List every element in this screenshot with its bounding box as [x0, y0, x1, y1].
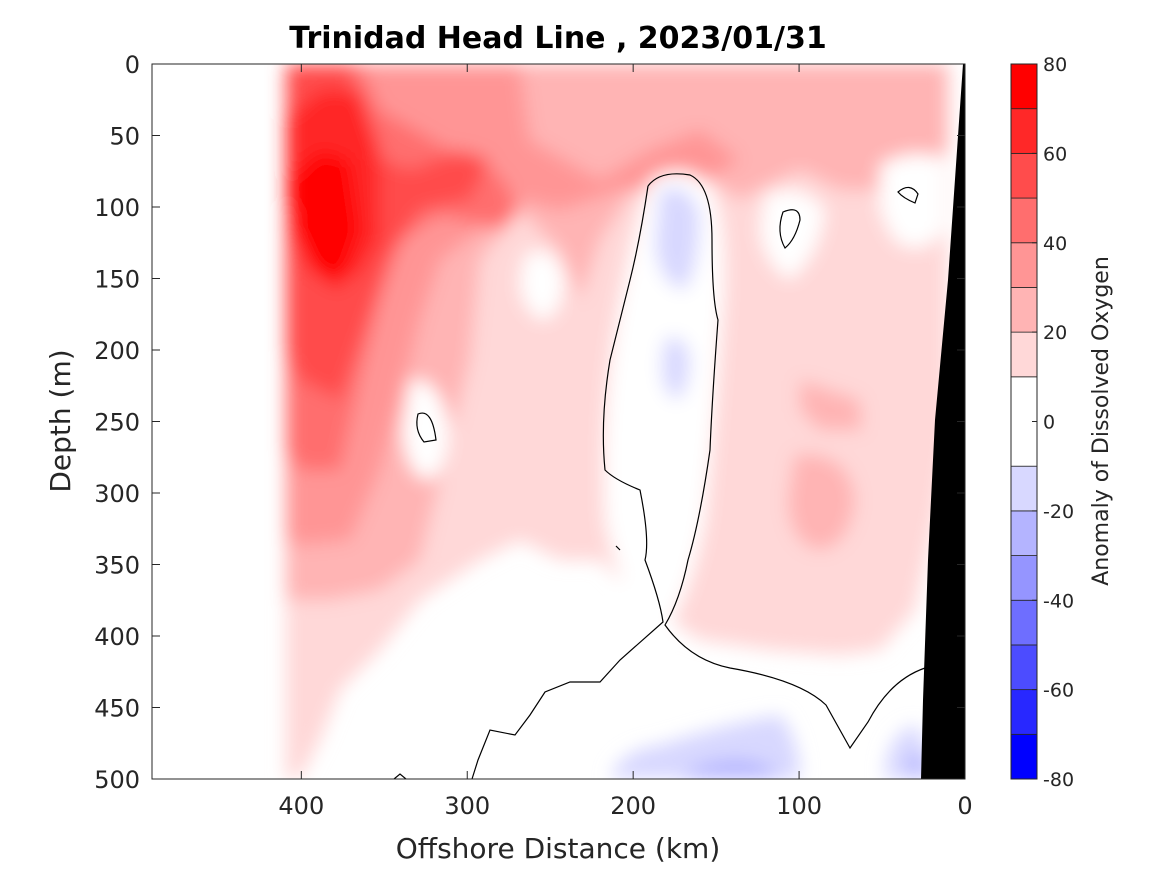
- x-axis: 400 300 200 100 0: [278, 64, 973, 820]
- contour-tongue: [647, 173, 926, 750]
- anomaly-field: [286, 64, 948, 779]
- chart-title: Trinidad Head Line , 2023/01/31: [289, 21, 826, 56]
- white-pocket-c: [760, 190, 825, 280]
- colorbar-tick-label: 60: [1043, 143, 1067, 165]
- colorbar-segment: [1010, 644, 1038, 691]
- colorbar-segment: [1010, 733, 1038, 780]
- colorbar-segment: [1010, 555, 1038, 601]
- y-tick-label: 450: [94, 695, 140, 723]
- y-tick-label: 400: [94, 623, 140, 651]
- x-tick-label: 400: [278, 792, 324, 820]
- colorbar-tick-label: -80: [1043, 769, 1074, 791]
- colorbar-segment: [1010, 108, 1038, 154]
- colorbar-tick-label: 0: [1043, 412, 1055, 434]
- zero-contour: [393, 173, 926, 779]
- colorbar-segment: [1010, 689, 1038, 735]
- colorbar: 80 60 40 20 0 -20 -40 -60 -80: [1010, 54, 1074, 791]
- colorbar-tick-label: -20: [1043, 501, 1074, 523]
- negative-blob-a: [655, 187, 700, 290]
- white-pocket-b: [520, 250, 565, 320]
- negative-blob-b: [661, 337, 690, 400]
- colorbar-tick-label: 20: [1043, 322, 1067, 344]
- y-tick-label: 150: [94, 266, 140, 294]
- colorbar-tick-label: 40: [1043, 233, 1067, 255]
- y-axis: 0 50 100 150 200 250 300 350 400 450 500: [94, 51, 965, 794]
- colorbar-segment: [1010, 63, 1038, 110]
- y-tick-label: 200: [94, 337, 140, 365]
- colorbar-segment: [1010, 152, 1038, 199]
- x-tick-label: 0: [957, 792, 972, 820]
- contour-tongue-left: [471, 185, 664, 779]
- colorbar-label: Anomaly of Dissolved Oxygen: [1089, 256, 1114, 586]
- contour-dot: [615, 545, 621, 551]
- colorbar-segment: [1010, 197, 1038, 244]
- y-tick-label: 50: [109, 123, 140, 151]
- x-tick-label: 300: [444, 792, 490, 820]
- x-tick-label: 100: [776, 792, 822, 820]
- colorbar-segment: [1010, 376, 1038, 467]
- plot-area: [151, 63, 966, 780]
- white-pocket-d: [879, 153, 945, 248]
- negative-blob-f: [905, 754, 925, 779]
- level-20-30-patch-b: [800, 380, 862, 430]
- colorbar-tick-label: -40: [1043, 590, 1074, 612]
- colorbar-tick-label: -60: [1043, 680, 1074, 702]
- level-above-70: [290, 150, 360, 290]
- y-axis-label: Depth (m): [44, 349, 77, 492]
- x-tick-label: 200: [610, 792, 656, 820]
- colorbar-segment: [1010, 287, 1038, 333]
- y-tick-label: 100: [94, 194, 140, 222]
- contour-bottom-tick: [393, 773, 407, 779]
- bathymetry: [921, 64, 965, 779]
- y-tick-label: 0: [125, 51, 140, 79]
- contour-loop-a: [416, 412, 437, 443]
- contour-loop-c: [897, 186, 919, 204]
- y-tick-label: 350: [94, 552, 140, 580]
- colorbar-segment: [1010, 331, 1038, 378]
- colorbar-segment: [1010, 242, 1038, 288]
- contour-loop-b: [779, 209, 801, 249]
- colorbar-tick-label: 80: [1043, 54, 1067, 76]
- negative-blob-d: [680, 760, 780, 779]
- y-tick-label: 250: [94, 409, 140, 437]
- colorbar-segment: [1010, 510, 1038, 556]
- x-axis-label: Offshore Distance (km): [396, 832, 721, 865]
- y-tick-label: 300: [94, 480, 140, 508]
- level-20-30-patch-a: [788, 454, 855, 550]
- white-tongue: [603, 171, 725, 640]
- y-tick-label: 500: [94, 766, 140, 794]
- colorbar-segment: [1010, 599, 1038, 646]
- colorbar-segment: [1010, 465, 1038, 512]
- white-pocket-a: [402, 379, 450, 480]
